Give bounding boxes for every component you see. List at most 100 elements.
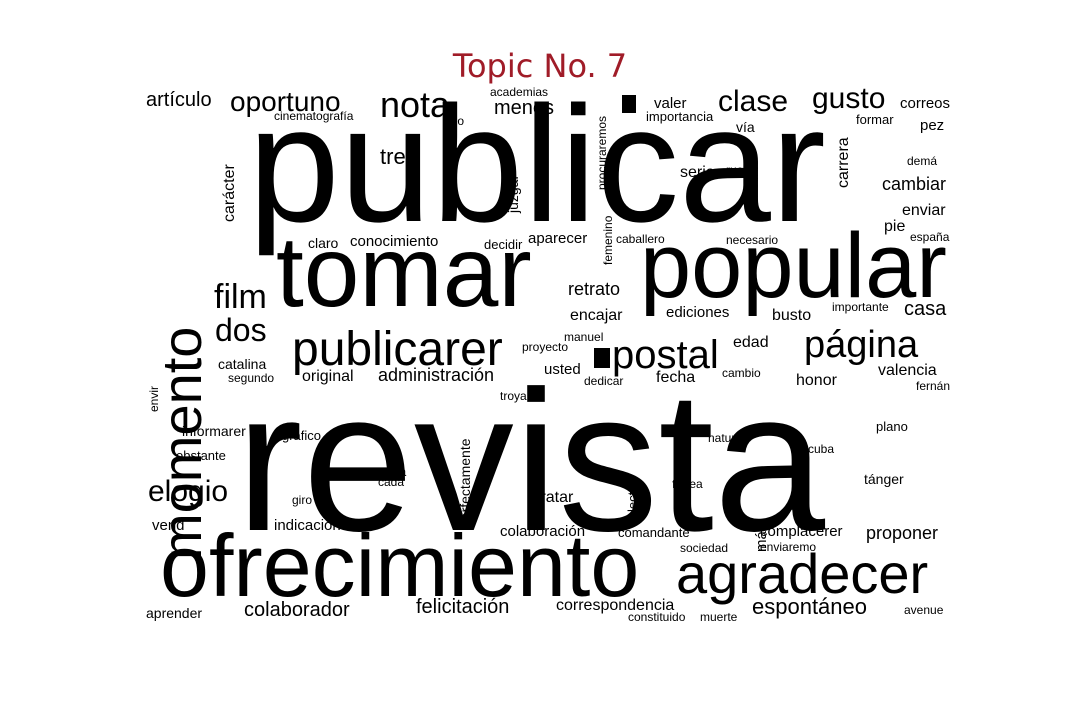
cloud-word: demá bbox=[907, 154, 938, 168]
cloud-word: troya bbox=[500, 389, 527, 403]
cloud-word: postal bbox=[612, 333, 719, 377]
cloud-word: serio bbox=[680, 164, 715, 181]
cloud-word: formar bbox=[856, 112, 894, 127]
cloud-word: informarer bbox=[182, 423, 246, 439]
cloud-word: perfectamente bbox=[457, 438, 473, 529]
cloud-word: gusto bbox=[812, 82, 886, 115]
cloud-word: sociedad bbox=[680, 541, 729, 555]
square-mark bbox=[622, 95, 636, 113]
cloud-word: vend bbox=[152, 517, 185, 534]
cloud-word: ediciones bbox=[666, 304, 730, 321]
square-mark bbox=[594, 348, 610, 368]
cloud-word: femenino bbox=[601, 215, 615, 265]
cloud-word: tres bbox=[380, 144, 417, 169]
topic-title: Topic No. 7 bbox=[452, 47, 628, 85]
cloud-word: tánger bbox=[864, 471, 904, 487]
cloud-word: carácter bbox=[221, 164, 238, 222]
cloud-word: constituido bbox=[628, 610, 686, 624]
cloud-word: importante bbox=[832, 300, 889, 314]
cloud-word: segundo bbox=[228, 371, 275, 385]
cloud-word: correos bbox=[900, 95, 951, 112]
cloud-word: envir bbox=[147, 385, 161, 412]
cloud-word: espontáneo bbox=[752, 594, 867, 619]
cloud-word: enviar bbox=[902, 202, 946, 219]
cloud-word: proyecto bbox=[522, 340, 569, 354]
cloud-word: carrera bbox=[835, 137, 852, 188]
cloud-word: caballero bbox=[616, 232, 665, 246]
cloud-word: valer bbox=[654, 95, 687, 112]
cloud-word: lector bbox=[625, 480, 640, 512]
cloud-word: casa bbox=[904, 298, 947, 320]
cloud-word: revista bbox=[236, 350, 826, 573]
cloud-word: original bbox=[302, 368, 354, 385]
cloud-word: giro bbox=[292, 493, 313, 507]
cloud-word: enviaremo bbox=[760, 540, 817, 554]
cloud-word: dos bbox=[215, 312, 267, 348]
cloud-word: claro bbox=[308, 235, 339, 251]
cloud-word: conocimiento bbox=[350, 233, 439, 250]
cloud-word: aparecer bbox=[528, 230, 588, 247]
cloud-word: elogio bbox=[148, 475, 229, 508]
cloud-word: tomar bbox=[276, 216, 532, 328]
cloud-word: popular bbox=[640, 215, 947, 317]
cloud-word: fortea bbox=[672, 477, 703, 491]
cloud-word: aprender bbox=[146, 605, 203, 621]
cloud-word: encajar bbox=[570, 307, 623, 324]
cloud-word: gráfico bbox=[282, 428, 322, 443]
cloud-word: publicarer bbox=[292, 323, 503, 376]
cloud-word: plano bbox=[876, 419, 908, 434]
cloud-word: oportuno bbox=[230, 86, 341, 117]
cloud-word: manuel bbox=[564, 330, 604, 344]
cloud-word: necesario bbox=[726, 233, 779, 247]
cloud-word: clase bbox=[718, 85, 789, 118]
cloud-word: film bbox=[214, 278, 267, 316]
cloud-word: retrato bbox=[568, 279, 621, 299]
cloud-word: correspondencia bbox=[556, 597, 675, 614]
cloud-word: natural bbox=[708, 431, 745, 445]
cloud-word: artículo bbox=[146, 89, 212, 111]
cloud-word: tratar bbox=[536, 489, 574, 506]
cloud-word: vía bbox=[736, 119, 755, 135]
cloud-word: ofrecimiento bbox=[160, 516, 640, 615]
cloud-word: dedicar bbox=[584, 374, 624, 388]
cloud-word: usted bbox=[544, 361, 581, 378]
cloud-word: obstante bbox=[176, 448, 226, 463]
cloud-word: colaboración bbox=[500, 523, 586, 540]
cloud-word: página bbox=[804, 324, 919, 366]
cloud-word: edad bbox=[733, 334, 769, 351]
cloud-word: decidir bbox=[484, 237, 523, 252]
cloud-word: indicación bbox=[274, 517, 341, 534]
cloud-word: colaborador bbox=[244, 599, 350, 621]
cloud-word: busto bbox=[772, 307, 812, 324]
cloud-word: administración bbox=[378, 365, 495, 385]
cloud-word: juzgar bbox=[505, 174, 521, 213]
cloud-word: menos bbox=[494, 97, 555, 119]
cloud-word: rue bbox=[726, 163, 744, 177]
cloud-word: complacerer bbox=[760, 523, 843, 540]
cloud-word: españa bbox=[910, 230, 950, 244]
cloud-word: agradecer bbox=[676, 542, 929, 605]
cloud-word: cambio bbox=[722, 366, 761, 380]
cloud-word: valencia bbox=[878, 362, 937, 379]
cloud-word: seña bbox=[378, 464, 407, 479]
cloud-word: honor bbox=[796, 372, 837, 389]
cloud-word: cambiar bbox=[882, 174, 947, 194]
cloud-word: academias bbox=[490, 85, 549, 99]
cloud-word: catalina bbox=[218, 356, 267, 372]
cloud-word: pez bbox=[920, 117, 945, 134]
cloud-word: cada bbox=[378, 475, 405, 489]
cloud-word: proponer bbox=[866, 523, 939, 543]
cloud-word: nota bbox=[380, 84, 451, 125]
cloud-word: uno bbox=[444, 114, 465, 128]
cloud-word: avenue bbox=[904, 603, 944, 617]
cloud-word: procuraremos bbox=[595, 115, 609, 190]
cloud-word: cinematografía bbox=[274, 109, 354, 123]
cloud-word: cuba bbox=[808, 442, 835, 456]
cloud-word: comandante bbox=[618, 525, 690, 540]
cloud-word: importancia bbox=[646, 109, 714, 124]
cloud-word: muerte bbox=[700, 610, 738, 624]
cloud-word: publicar bbox=[248, 72, 826, 256]
cloud-word: fecha bbox=[656, 369, 696, 386]
cloud-word: felicitación bbox=[416, 596, 510, 618]
